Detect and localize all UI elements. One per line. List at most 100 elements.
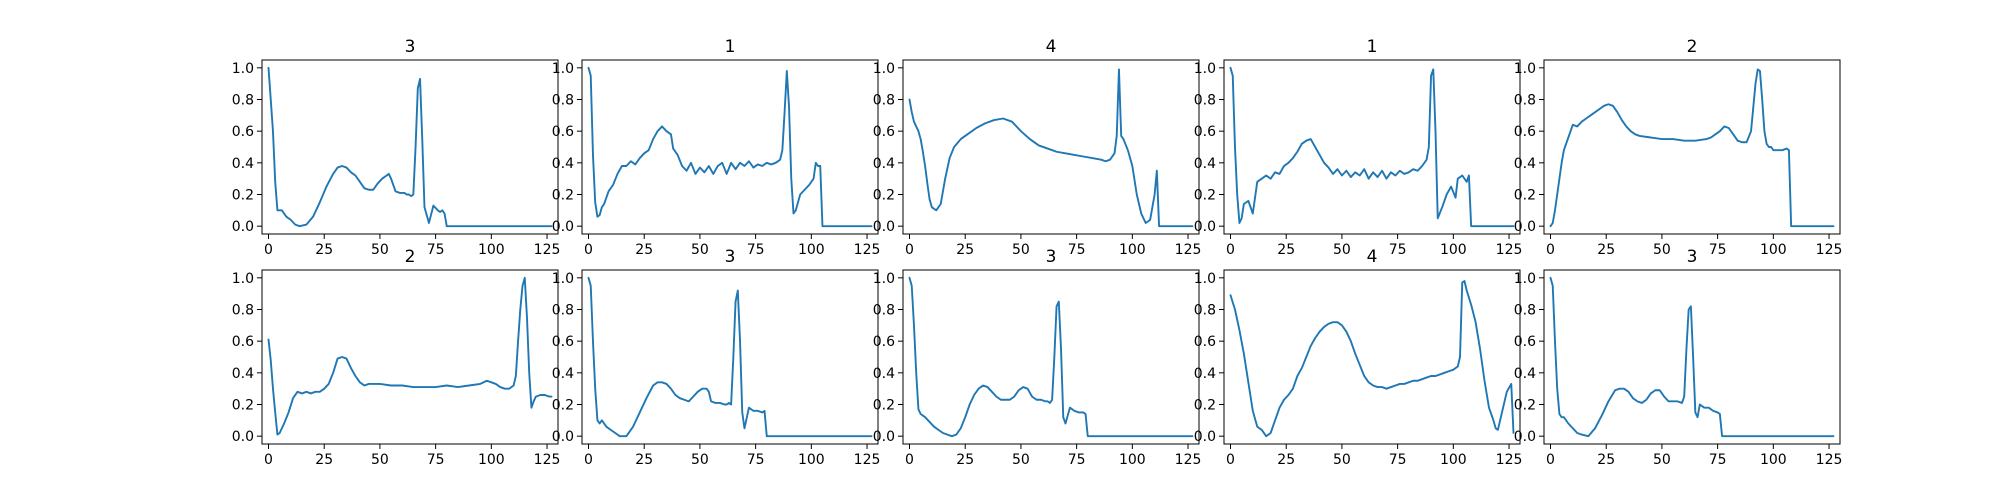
x-tick-label: 125 — [854, 242, 881, 258]
y-tick-label: 0.2 — [552, 398, 574, 414]
y-tick-label: 0.0 — [552, 429, 574, 445]
y-tick-label: 0.6 — [232, 334, 254, 350]
x-tick-label: 50 — [1653, 452, 1671, 468]
x-tick-label: 100 — [798, 452, 825, 468]
axes-frame — [581, 269, 879, 445]
axes-frame — [1543, 269, 1841, 445]
series-line — [1549, 276, 1835, 438]
y-tick-label: 0.2 — [1194, 188, 1216, 204]
subplot-3: 4 0 25 50 75 100 125 0.0 0.2 0.4 0.6 0.8 1.0 — [873, 37, 1202, 258]
x-tick-label: 25 — [1277, 452, 1295, 468]
x-tick-label: 50 — [1333, 242, 1351, 258]
y-tick-label: 0.4 — [1514, 156, 1536, 172]
subplot-9: 4 0 25 50 75 100 125 0.0 0.2 0.4 0.6 0.8 1.0 — [1194, 247, 1523, 468]
x-tick-label: 0 — [1226, 452, 1235, 468]
series-line — [267, 276, 553, 436]
y-tick-label: 0.4 — [232, 156, 254, 172]
y-tick-label: 0.8 — [232, 302, 254, 318]
x-tick-label: 25 — [315, 452, 333, 468]
x-tick-label: 75 — [1068, 452, 1086, 468]
y-tick-label: 0.4 — [1514, 366, 1536, 382]
y-tick-label: 1.0 — [873, 271, 895, 287]
subplot-6: 2 0 25 50 75 100 125 0.0 0.2 0.4 0.6 0.8 1.0 — [232, 247, 561, 468]
axes-frame — [902, 269, 1200, 445]
series-line — [1229, 66, 1515, 228]
y-tick-label: 0.2 — [552, 188, 574, 204]
x-tick-label: 25 — [315, 242, 333, 258]
y-tick-label: 0.8 — [232, 92, 254, 108]
axes-frame — [1223, 59, 1521, 235]
y-tick-label: 0.0 — [1514, 429, 1536, 445]
x-tick-label: 125 — [854, 452, 881, 468]
y-tick-label: 0.0 — [1194, 219, 1216, 235]
y-tick-label: 0.4 — [552, 156, 574, 172]
y-tick-label: 1.0 — [1194, 271, 1216, 287]
x-tick-label: 50 — [1333, 452, 1351, 468]
x-tick-label: 50 — [691, 452, 709, 468]
y-tick-label: 0.2 — [232, 398, 254, 414]
x-tick-label: 50 — [691, 242, 709, 258]
y-tick-label: 0.0 — [1194, 429, 1216, 445]
y-tick-label: 0.2 — [1194, 398, 1216, 414]
x-tick-label: 125 — [1816, 242, 1843, 258]
x-tick-label: 100 — [1760, 242, 1787, 258]
y-tick-label: 0.4 — [232, 366, 254, 382]
x-tick-label: 125 — [534, 452, 561, 468]
x-tick-label: 25 — [1597, 242, 1615, 258]
x-tick-label: 100 — [1440, 242, 1467, 258]
x-tick-label: 25 — [956, 452, 974, 468]
y-tick-label: 0.0 — [232, 219, 254, 235]
subplot-title: 3 — [725, 247, 736, 267]
x-tick-label: 125 — [1496, 242, 1523, 258]
series-line — [587, 66, 873, 228]
x-tick-label: 25 — [635, 452, 653, 468]
y-tick-label: 0.8 — [1194, 302, 1216, 318]
x-tick-label: 75 — [747, 452, 765, 468]
y-tick-label: 0.2 — [232, 188, 254, 204]
x-tick-label: 50 — [1653, 242, 1671, 258]
y-tick-label: 0.8 — [1514, 302, 1536, 318]
y-tick-label: 1.0 — [1194, 61, 1216, 77]
axes-frame — [261, 59, 559, 235]
x-tick-label: 100 — [1440, 452, 1467, 468]
subplot-title: 4 — [1046, 37, 1057, 57]
series-line — [908, 276, 1194, 438]
x-tick-label: 50 — [1012, 452, 1030, 468]
x-tick-label: 75 — [1709, 242, 1727, 258]
axes-frame — [261, 269, 559, 445]
y-tick-label: 0.6 — [232, 124, 254, 140]
y-tick-label: 1.0 — [232, 61, 254, 77]
y-tick-label: 0.2 — [1514, 398, 1536, 414]
subplot-8: 3 0 25 50 75 100 125 0.0 0.2 0.4 0.6 0.8 1.0 — [873, 247, 1202, 468]
x-tick-label: 125 — [1175, 242, 1202, 258]
subplot-title: 2 — [1687, 37, 1698, 57]
subplot-5: 2 0 25 50 75 100 125 0.0 0.2 0.4 0.6 0.8 1.0 — [1514, 37, 1843, 258]
y-tick-label: 0.8 — [873, 302, 895, 318]
x-tick-label: 50 — [371, 242, 389, 258]
y-tick-label: 1.0 — [1514, 271, 1536, 287]
x-tick-label: 100 — [478, 452, 505, 468]
y-tick-label: 1.0 — [552, 61, 574, 77]
x-tick-label: 25 — [1277, 242, 1295, 258]
x-tick-label: 100 — [1760, 452, 1787, 468]
y-tick-label: 0.0 — [873, 429, 895, 445]
y-tick-label: 1.0 — [552, 271, 574, 287]
x-tick-label: 75 — [427, 242, 445, 258]
x-tick-label: 100 — [478, 242, 505, 258]
subplot-title: 3 — [405, 37, 416, 57]
y-tick-label: 0.0 — [1514, 219, 1536, 235]
x-tick-label: 125 — [1175, 452, 1202, 468]
y-tick-label: 0.4 — [873, 156, 895, 172]
axes-frame — [581, 59, 879, 235]
y-tick-label: 0.2 — [1514, 188, 1536, 204]
x-tick-label: 0 — [905, 452, 914, 468]
y-tick-label: 0.8 — [552, 92, 574, 108]
subplot-10: 3 0 25 50 75 100 125 0.0 0.2 0.4 0.6 0.8 1.0 — [1514, 247, 1843, 468]
y-tick-label: 0.6 — [1194, 124, 1216, 140]
x-tick-label: 100 — [798, 242, 825, 258]
x-tick-label: 0 — [264, 242, 273, 258]
x-tick-label: 100 — [1119, 452, 1146, 468]
x-tick-label: 75 — [1068, 242, 1086, 258]
x-tick-label: 75 — [1709, 452, 1727, 468]
